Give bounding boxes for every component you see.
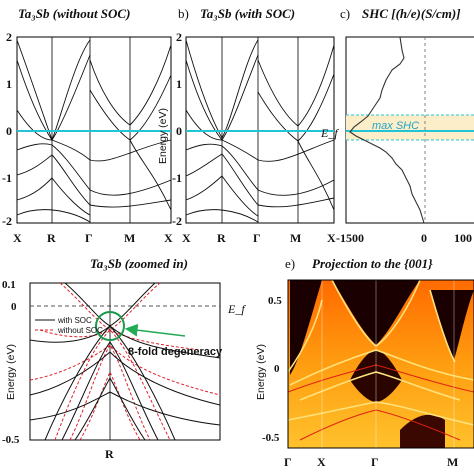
panel-d-legend-soc: with SOC bbox=[57, 316, 92, 325]
panel-e-title: Projection to the {001} bbox=[312, 256, 433, 271]
panel-e-kpoint: Γ bbox=[371, 455, 379, 469]
panel-b-label: b) bbox=[178, 6, 189, 21]
panel-c-highlight-band bbox=[346, 115, 474, 140]
panel-b-kpoint: M bbox=[290, 231, 301, 245]
panel-b-kpoint: X bbox=[327, 231, 336, 245]
panel-d-bands-soc bbox=[29, 282, 221, 441]
panel-a-kpoint: R bbox=[47, 231, 56, 245]
panel-e-dark-cone bbox=[430, 290, 474, 360]
panel-b-ytick: 1 bbox=[176, 77, 182, 91]
panel-d-ylabel: Energy (eV) bbox=[5, 344, 17, 400]
panel-d-title: Ta₃Sb (zoomed in) bbox=[90, 256, 188, 271]
panel-a-ytick: 0 bbox=[6, 124, 12, 138]
panel-c-ef-label: E_f bbox=[320, 126, 339, 140]
panel-d-legend-nosoc: without SOC bbox=[57, 326, 103, 335]
panel-e-dark-cone bbox=[290, 280, 322, 375]
panel-a-title: Ta₃Sb (without SOC) bbox=[18, 6, 130, 21]
panel-d-degeneracy-circle bbox=[95, 311, 125, 341]
panel-e: e) Projection to the {001} Energy (eV) bbox=[255, 256, 474, 469]
panel-e-ytick: 0.5 bbox=[268, 295, 282, 307]
panel-e-ylabel: Energy (eV) bbox=[255, 344, 267, 400]
panel-e-label: e) bbox=[285, 256, 295, 271]
panel-c-xtick: 0 bbox=[421, 231, 427, 245]
panel-c-shc-curve bbox=[349, 36, 425, 224]
panel-a: Ta₃Sb (without SOC) 2 1 0 -1 -2 X R Γ M … bbox=[2, 6, 173, 245]
panel-b: b) Ta₃Sb (with SOC) Energy (eV) 2 1 0 -1… bbox=[157, 6, 336, 245]
panel-c-title: SHC [(h/e)(S/cm)] bbox=[362, 6, 461, 21]
panel-d-annotation: 8-fold degeneracy bbox=[128, 346, 223, 358]
panel-b-kpoint: Γ bbox=[253, 231, 261, 245]
panel-e-ytick: 0 bbox=[274, 363, 280, 375]
panel-a-kpoint: M bbox=[124, 231, 135, 245]
panel-d: Ta₃Sb (zoomed in) Energy (eV) 8-fold deg… bbox=[2, 256, 246, 461]
panel-c-annotation: max SHC bbox=[372, 120, 419, 132]
panel-b-ytick: -1 bbox=[172, 171, 182, 185]
panel-a-kpoint: X bbox=[164, 231, 173, 245]
panel-e-kpoint: X bbox=[317, 455, 326, 469]
panel-c-xtick: 100 bbox=[454, 231, 472, 245]
panel-a-bands bbox=[16, 39, 172, 223]
panel-a-ytick: -2 bbox=[2, 214, 12, 228]
panel-b-ytick: 0 bbox=[176, 124, 182, 138]
panel-d-bands-nosoc bbox=[29, 282, 221, 441]
panel-b-ytick: -2 bbox=[172, 214, 182, 228]
panel-d-frame bbox=[29, 282, 221, 441]
panel-d-ef-label: E_f bbox=[227, 302, 246, 316]
panel-c: c) SHC [(h/e)(S/cm)] max SHC E_f -1500 0… bbox=[320, 6, 474, 245]
panel-b-kpoint: X bbox=[182, 231, 191, 245]
panel-a-kpoint: Γ bbox=[85, 231, 93, 245]
panel-d-ytick: 0.1 bbox=[2, 279, 16, 291]
panel-b-ytick: 2 bbox=[176, 30, 182, 44]
panel-b-kpoint: R bbox=[217, 231, 226, 245]
panel-e-ytick: -0.5 bbox=[262, 432, 280, 444]
panel-d-ytick: -0.5 bbox=[2, 434, 20, 446]
panel-d-arrow bbox=[124, 323, 186, 337]
panel-c-label: c) bbox=[340, 6, 350, 21]
panel-d-kpoint: R bbox=[105, 447, 114, 461]
panel-a-ytick: 1 bbox=[6, 77, 12, 91]
panel-b-title: Ta₃Sb (with SOC) bbox=[200, 6, 295, 21]
panel-b-ylabel: Energy (eV) bbox=[157, 108, 169, 164]
panel-e-kpoint: Γ bbox=[284, 455, 292, 469]
panel-c-xtick: -1500 bbox=[336, 231, 364, 245]
panel-d-ytick: 0 bbox=[11, 301, 17, 313]
panel-e-kpoint: M bbox=[447, 455, 458, 469]
panel-a-ytick: -1 bbox=[2, 171, 12, 185]
panel-e-frame bbox=[287, 279, 474, 449]
panel-e-dark-cone bbox=[400, 414, 445, 448]
panel-a-kpoint: X bbox=[13, 231, 22, 245]
panel-a-ytick: 2 bbox=[6, 30, 12, 44]
